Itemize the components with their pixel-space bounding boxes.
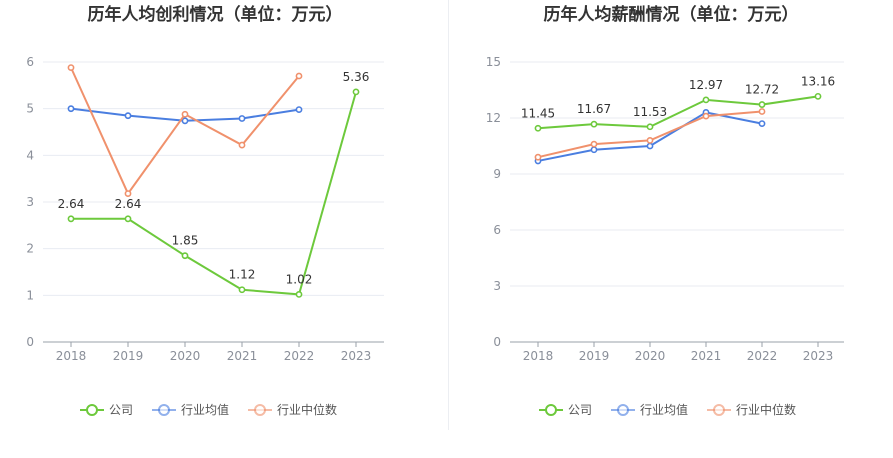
data-point [238,286,246,294]
series-line [70,67,300,196]
data-point [67,64,75,71]
data-point [758,108,766,115]
data-label: 1.12 [229,268,256,282]
series-line [71,91,357,296]
y-tick-label: 9 [493,167,501,181]
profit-per-capita-chart: 历年人均创利情况（单位：万元） 0 1 2 3 4 5 6 2018 2019 2020 2021 20… [26,4,384,417]
data-label: 12.72 [745,83,779,97]
y-tick-label: 3 [26,195,34,209]
legend-label: 行业中位数 [277,402,337,417]
data-point [181,110,189,118]
y-tick-label: 2 [26,242,34,256]
x-tick-label: 2020 [635,349,666,363]
data-point [295,106,303,113]
chart-title: 历年人均薪酬情况（单位：万元） [544,4,799,25]
y-tick-label: 5 [26,102,34,116]
data-point [814,92,822,100]
data-label: 11.45 [521,106,555,120]
data-point [646,136,654,144]
legend-marker [617,404,629,416]
y-tick-label: 0 [493,335,501,349]
data-label: 1.85 [172,234,199,248]
x-tick-label: 2021 [227,349,258,363]
data-point [67,215,75,223]
data-label: 5.36 [343,70,370,84]
x-tick-label: 2020 [170,349,201,363]
data-point [702,96,710,104]
legend-label: 公司 [568,403,592,417]
chart-title: 历年人均创利情况（单位：万元） [88,4,343,25]
x-tick-label: 2023 [803,349,834,363]
data-point [124,190,132,197]
data-label: 11.67 [577,102,611,116]
legend-marker [158,404,170,416]
data-point [352,88,360,96]
x-tick-label: 2018 [523,349,554,363]
legend-label: 行业均值 [181,402,229,417]
data-point [646,142,654,150]
data-point [590,120,598,128]
y-tick-label: 6 [493,223,501,237]
data-point [534,153,542,161]
y-tick-label: 3 [493,279,501,293]
legend-marker [713,404,725,416]
x-tick-label: 2023 [341,349,372,363]
data-label: 1.02 [286,272,313,286]
y-tick-label: 0 [26,335,34,349]
x-tick-label: 2018 [56,349,87,363]
data-point [590,146,598,154]
data-point [758,120,766,127]
series-line [537,95,819,130]
chart-divider [448,0,449,430]
y-tick-label: 6 [26,55,34,69]
data-point [295,290,303,298]
y-tick-label: 15 [486,55,501,69]
legend-marker [254,404,266,416]
legend-label: 行业均值 [640,402,688,417]
y-tick-label: 1 [26,288,34,302]
legend-marker [545,404,557,416]
x-tick-label: 2021 [691,349,722,363]
salary-per-capita-chart: 历年人均薪酬情况（单位：万元） 0 3 6 9 12 15 2018 2019 2020 2021 2… [486,4,844,417]
data-point [181,252,189,260]
data-point [590,140,598,148]
y-tick-label: 12 [486,111,501,125]
data-point [534,124,542,132]
y-tick-label: 4 [26,148,34,162]
data-point [67,105,75,113]
data-label: 12.97 [689,78,723,92]
data-point [758,101,766,108]
x-tick-label: 2022 [747,349,778,363]
data-label: 2.64 [58,197,85,211]
data-point [238,141,246,149]
series-line [537,111,763,162]
data-label: 2.64 [115,197,142,211]
data-point [295,72,303,80]
data-point [646,123,654,131]
data-point [238,115,246,122]
data-point [124,112,132,120]
x-tick-label: 2019 [579,349,610,363]
legend-label: 公司 [109,403,133,417]
x-tick-label: 2022 [284,349,315,363]
legend-label: 行业中位数 [736,402,796,417]
legend-marker [86,404,98,416]
data-label: 13.16 [801,74,835,88]
x-tick-label: 2019 [113,349,144,363]
data-point [181,117,189,125]
data-point [124,215,132,223]
data-label: 11.53 [633,105,667,119]
data-point [702,112,710,120]
